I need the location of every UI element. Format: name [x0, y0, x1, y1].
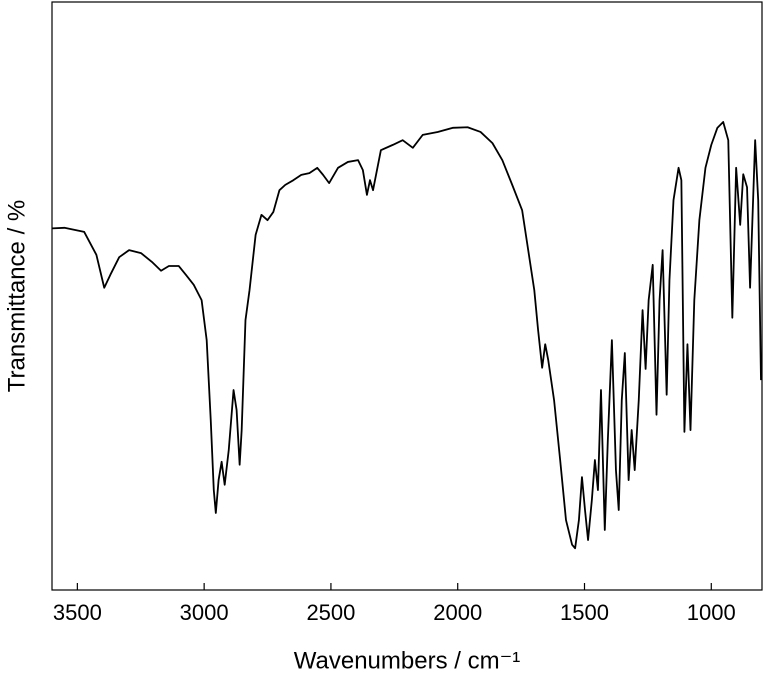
x-axis-label: Wavenumbers / cm⁻¹ [294, 647, 521, 674]
x-tick-label: 3000 [180, 600, 229, 625]
x-tick-label: 2500 [306, 600, 355, 625]
x-tick-label: 2000 [433, 600, 482, 625]
x-tick-label: 3500 [53, 600, 102, 625]
plot-frame [51, 1, 763, 591]
y-axis-label: Transmittance / % [3, 200, 30, 393]
x-tick-label: 1500 [560, 600, 609, 625]
x-tick-label: 1000 [687, 600, 736, 625]
spectrum-line [51, 121, 762, 550]
